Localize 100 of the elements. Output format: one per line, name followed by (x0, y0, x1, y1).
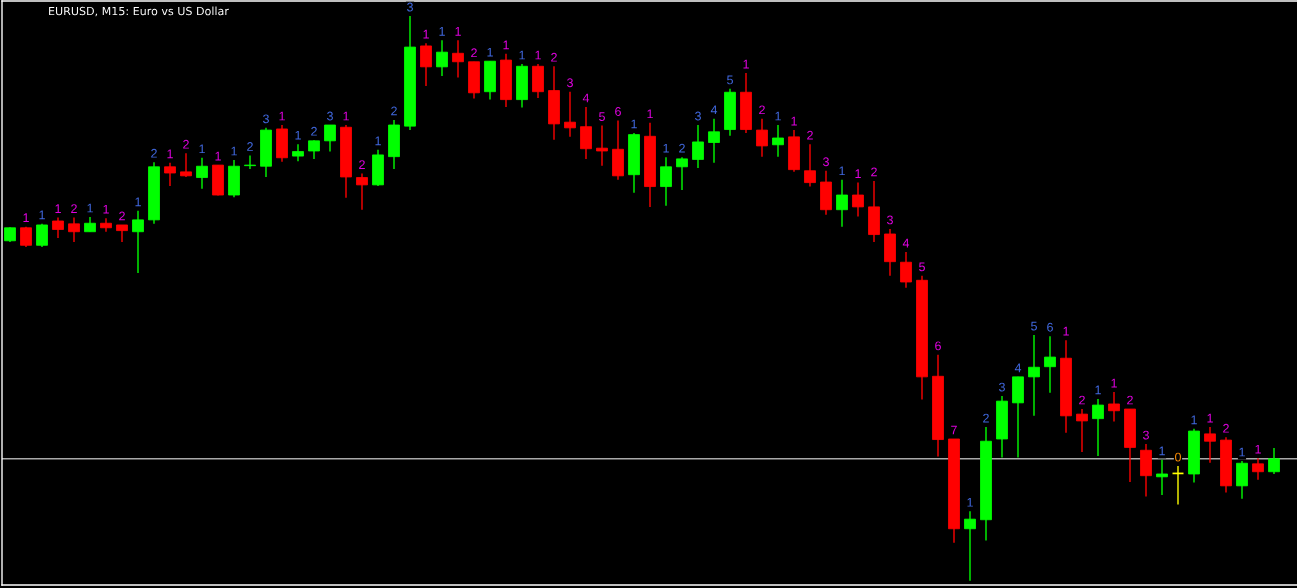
candlestick (356, 172, 368, 211)
text: 7 (951, 425, 957, 435)
text: 1 (1255, 444, 1261, 454)
candlestick (420, 42, 432, 87)
candlestick (564, 90, 576, 138)
candlestick (1076, 408, 1088, 453)
candlestick (132, 210, 144, 274)
candlestick (68, 216, 80, 243)
candlestick (164, 162, 176, 187)
text: 3 (823, 157, 829, 167)
text: 1 (199, 144, 205, 154)
text: 1 (631, 119, 637, 129)
text: 1 (375, 136, 381, 146)
text: 1 (855, 169, 861, 178)
text: 1 (503, 40, 509, 50)
text: 1 (791, 116, 797, 126)
text: 2 (807, 130, 813, 140)
text: 1 (1207, 413, 1213, 423)
text: 1 (519, 50, 525, 60)
text: 1 (231, 146, 237, 156)
candlestick (964, 510, 976, 582)
candlestick (692, 124, 704, 169)
candlestick (180, 152, 192, 178)
candlestick (196, 157, 208, 190)
candlestick (1268, 447, 1280, 475)
text: 3 (695, 111, 701, 121)
text: 4 (1014, 363, 1022, 373)
candlestick (244, 154, 256, 170)
text: 3 (1143, 430, 1149, 440)
text: 1 (1063, 326, 1069, 336)
text: 1 (167, 149, 173, 159)
text: 1 (775, 111, 781, 121)
text: 5 (727, 75, 733, 85)
candlestick (756, 118, 768, 158)
text: 2 (391, 106, 397, 116)
text: 2 (1127, 395, 1133, 405)
candlestick (900, 251, 912, 289)
candlestick (660, 156, 672, 207)
text: 2 (471, 48, 477, 58)
text: 2 (1223, 423, 1229, 433)
text: 1 (455, 27, 461, 36)
text: 2 (151, 148, 157, 158)
text: 1 (647, 109, 653, 119)
text: 1 (1239, 447, 1245, 457)
candlestick (324, 124, 336, 153)
text: 2 (1079, 395, 1085, 405)
text: 1 (967, 497, 973, 507)
text: 1 (279, 111, 285, 121)
text: 4 (710, 105, 718, 115)
text: 1 (87, 203, 93, 213)
candlestick (1252, 457, 1264, 481)
candlestick (1028, 334, 1040, 417)
text: 2 (551, 52, 557, 62)
text: 1 (423, 29, 429, 39)
candlestick (1092, 398, 1104, 457)
candlestick (52, 216, 64, 239)
text: 3 (407, 2, 413, 12)
text: 1 (55, 204, 61, 213)
text: 1 (663, 143, 669, 153)
text: 1 (103, 204, 109, 214)
text: 5 (1031, 321, 1037, 331)
candlestick (676, 156, 688, 191)
text: 1 (839, 166, 845, 176)
text: 2 (71, 204, 77, 213)
text: 2 (679, 143, 685, 153)
candlestick (308, 139, 320, 160)
candlestick (1204, 426, 1216, 464)
text: 1 (1159, 446, 1165, 456)
text: 2 (871, 167, 877, 177)
text: 1 (135, 197, 141, 207)
candlestick (292, 143, 304, 162)
candlestick (580, 106, 592, 160)
candlestick (116, 224, 128, 243)
candlestick (452, 39, 464, 79)
text: 5 (919, 262, 925, 272)
candlestick (436, 39, 448, 77)
candlestick (836, 179, 848, 228)
text: 1 (1095, 385, 1101, 395)
candlestick (804, 143, 816, 188)
candlestick (596, 124, 608, 167)
text: 1 (39, 210, 45, 220)
text: 4 (902, 238, 910, 248)
text: 2 (983, 413, 989, 423)
candlestick (772, 124, 784, 158)
text: 5 (599, 112, 605, 122)
candlestick (1108, 391, 1120, 423)
text: 1 (535, 50, 541, 60)
candlestick (708, 118, 720, 164)
candlestick (852, 181, 864, 218)
text: 3 (999, 382, 1005, 392)
text: 2 (247, 142, 253, 151)
text: 1 (487, 47, 493, 57)
text: 1 (295, 130, 301, 140)
text: 1 (743, 59, 749, 69)
text: 1 (1191, 415, 1197, 425)
text: 2 (359, 160, 365, 169)
text: 2 (311, 126, 317, 136)
candlestick (1236, 460, 1248, 500)
text: 6 (615, 107, 621, 116)
text: 1 (23, 213, 29, 222)
